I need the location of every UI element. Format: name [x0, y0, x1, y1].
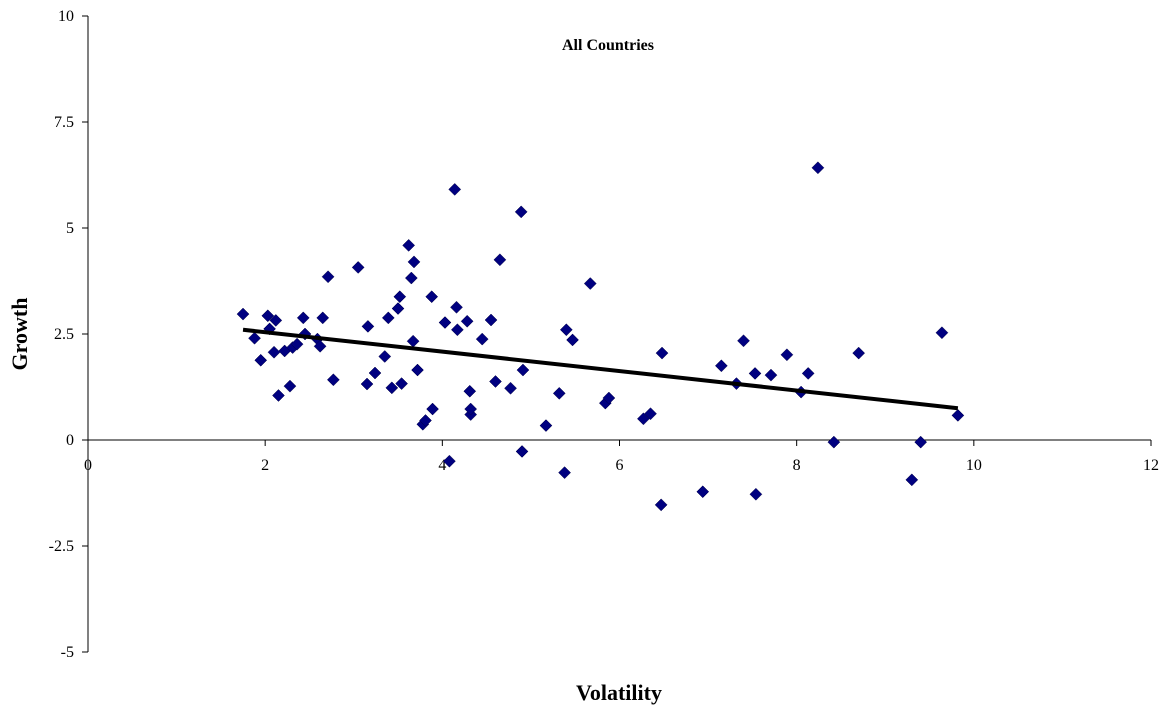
- chart-title: All Countries: [562, 37, 654, 54]
- data-point: [460, 314, 474, 328]
- data-point: [539, 419, 553, 432]
- data-point: [313, 339, 327, 353]
- y-ticks: 10 7.5 5 2.5 0 -2.5 -5: [49, 8, 88, 661]
- x-tick-label: 2: [261, 457, 269, 474]
- data-point: [552, 387, 566, 400]
- data-point: [361, 320, 375, 333]
- data-point: [381, 311, 395, 325]
- data-point: [583, 277, 597, 290]
- data-point: [559, 323, 573, 337]
- y-tick-label: 7.5: [54, 114, 74, 131]
- data-point: [514, 205, 528, 219]
- data-point: [935, 326, 949, 340]
- data-point: [290, 337, 304, 351]
- x-tick-label: 10: [966, 457, 982, 474]
- data-point: [464, 402, 478, 416]
- data-point: [296, 311, 310, 325]
- data-point: [404, 271, 418, 285]
- data-point: [504, 381, 517, 395]
- data-point: [248, 331, 261, 345]
- data-point: [426, 402, 439, 416]
- data-point: [489, 375, 502, 388]
- data-point: [655, 346, 669, 360]
- data-point: [764, 368, 778, 382]
- data-point: [393, 290, 407, 304]
- data-point: [566, 333, 579, 347]
- y-tick-label: 0: [66, 432, 74, 449]
- x-tick-label: 0: [84, 457, 92, 474]
- data-point: [269, 314, 283, 327]
- trendline: [242, 327, 959, 411]
- y-tick-label: 10: [58, 8, 74, 25]
- data-point: [261, 309, 275, 323]
- data-point: [715, 359, 728, 373]
- data-point: [951, 409, 965, 422]
- data-point: [558, 466, 571, 480]
- data-point: [644, 407, 657, 421]
- y-tick-label: 2.5: [54, 326, 74, 343]
- data-point: [515, 445, 529, 458]
- data-point: [905, 473, 919, 487]
- x-tick-label: 8: [793, 457, 801, 474]
- x-tick-label: 12: [1143, 457, 1159, 474]
- data-point: [654, 498, 668, 512]
- data-point: [395, 377, 408, 390]
- y-tick-label: 5: [66, 220, 74, 237]
- data-point: [914, 435, 928, 449]
- data-point: [368, 366, 382, 380]
- data-point: [327, 373, 340, 387]
- data-point: [811, 161, 825, 175]
- data-point: [378, 350, 392, 363]
- x-axis-title: Volatility: [576, 680, 662, 705]
- data-point: [360, 377, 374, 391]
- data-point: [385, 381, 399, 395]
- data-point: [254, 353, 268, 367]
- data-point: [493, 253, 507, 267]
- data-point: [852, 346, 866, 360]
- data-point: [450, 300, 463, 314]
- x-tick-label: 4: [438, 457, 446, 474]
- data-point: [321, 270, 335, 284]
- data-point: [407, 255, 421, 269]
- data-point: [801, 367, 815, 380]
- data-point: [737, 334, 750, 348]
- data-point: [419, 414, 432, 427]
- data-point: [448, 183, 462, 196]
- data-point: [391, 302, 405, 315]
- data-point: [272, 389, 285, 402]
- data-point: [475, 332, 489, 346]
- data-points: [236, 161, 965, 512]
- data-point: [425, 290, 439, 304]
- data-point: [351, 261, 365, 274]
- data-point: [236, 307, 250, 321]
- data-point: [602, 391, 616, 405]
- data-point: [827, 435, 841, 449]
- data-point: [316, 311, 330, 325]
- trendline-group: [242, 327, 959, 411]
- data-point: [748, 367, 762, 380]
- axes: [87, 16, 1151, 652]
- data-point: [406, 334, 420, 348]
- y-tick-label: -2.5: [49, 538, 74, 555]
- data-point: [696, 485, 710, 499]
- data-point: [463, 384, 477, 398]
- data-point: [267, 345, 281, 359]
- data-point: [484, 313, 498, 327]
- y-axis-title: Growth: [7, 298, 32, 371]
- x-tick-label: 6: [616, 457, 624, 474]
- y-tick-label: -5: [61, 644, 74, 661]
- data-point: [749, 487, 763, 501]
- x-ticks: 0 2 4 6 8 10 12: [84, 440, 1159, 474]
- data-point: [402, 239, 416, 252]
- data-point: [438, 316, 452, 329]
- data-point: [411, 363, 424, 377]
- data-point: [283, 379, 297, 393]
- data-point: [443, 454, 456, 468]
- data-point: [780, 348, 794, 362]
- data-point: [516, 363, 530, 377]
- data-point: [451, 323, 464, 337]
